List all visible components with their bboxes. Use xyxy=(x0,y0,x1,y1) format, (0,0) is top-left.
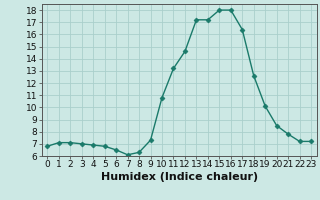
X-axis label: Humidex (Indice chaleur): Humidex (Indice chaleur) xyxy=(100,172,258,182)
